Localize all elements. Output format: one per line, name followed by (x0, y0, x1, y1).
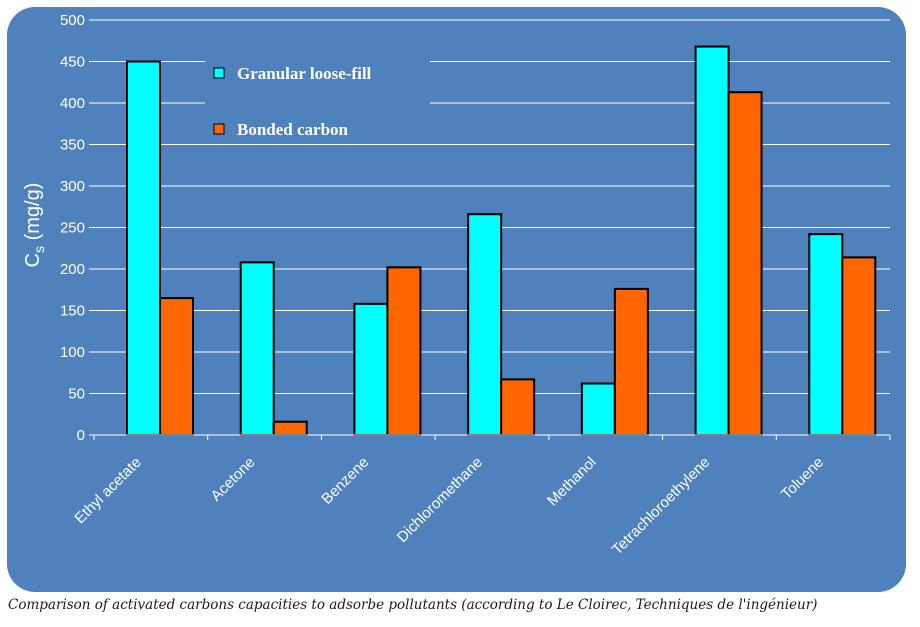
bar-bonded-ethyl-acetate (159, 297, 194, 436)
y-tick-label: 150 (60, 303, 85, 320)
y-tick-label: 500 (60, 12, 85, 29)
legend-swatch (213, 67, 225, 79)
legend: Granular loose-fill Bonded carbon (205, 49, 430, 143)
y-tick-label: 200 (60, 261, 85, 278)
bar-bonded-acetone (272, 420, 308, 437)
bar-bonded-benzene (386, 266, 422, 436)
bar-bonded-dichloromethane (500, 378, 536, 437)
y-axis-label-unit: (mg/g) (22, 183, 44, 246)
bar-bonded-tetrachloroethylene (727, 91, 763, 437)
y-axis-label: Cs (mg/g) (22, 183, 47, 268)
bar-granular-toluene (808, 233, 844, 436)
y-tick-label: 0 (77, 427, 85, 444)
y-axis-label-sub: s (31, 246, 47, 253)
y-tick-label: 300 (60, 178, 85, 195)
bar-granular-ethyl-acetate (126, 60, 161, 436)
bars (126, 45, 877, 437)
y-tick-label: 100 (60, 344, 85, 361)
bar-granular-acetone (239, 261, 275, 436)
bar-granular-tetrachloroethylene (694, 45, 730, 437)
legend-label: Bonded carbon (237, 120, 349, 139)
y-tick-label: 50 (68, 386, 85, 403)
legend-box (205, 49, 430, 143)
y-tick-label: 350 (60, 137, 85, 154)
figure-caption: Comparison of activated carbons capaciti… (8, 597, 818, 613)
y-tick-label: 250 (60, 220, 85, 237)
y-axis-ticks: 0 50 100 150 200 250 300 350 400 450 500 (60, 12, 94, 444)
bar-granular-benzene (353, 302, 389, 436)
bar-granular-methanol (580, 382, 616, 437)
legend-label: Granular loose-fill (237, 64, 372, 83)
bar-granular-dichloromethane (467, 213, 503, 436)
y-axis-label-main: C (22, 253, 44, 267)
bar-bonded-toluene (841, 256, 877, 436)
bar-bonded-methanol (613, 287, 649, 437)
y-tick-label: 450 (60, 54, 85, 71)
chart-background (7, 7, 906, 592)
legend-swatch (213, 123, 225, 135)
y-tick-label: 400 (60, 95, 85, 112)
